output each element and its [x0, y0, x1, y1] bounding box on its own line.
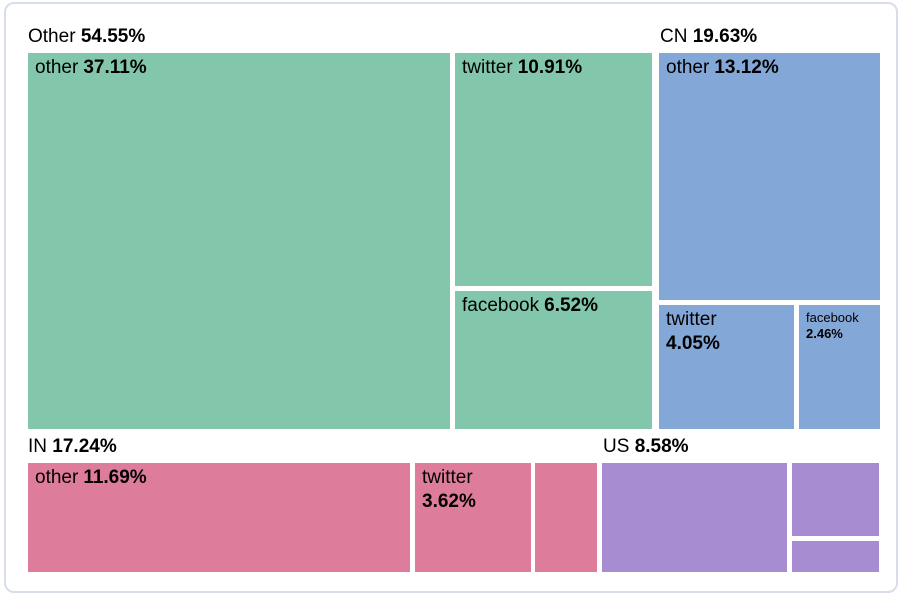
group-percent: 17.24% [52, 436, 117, 457]
treemap-cell-us-unlabeled-2[interactable] [792, 541, 879, 572]
cell-label: twitter [666, 309, 717, 330]
cell-percent: 11.69% [83, 467, 147, 488]
treemap-cell-in-twitter[interactable]: twitter 3.62% [415, 463, 531, 572]
group-name: IN [28, 436, 47, 457]
cell-label: other [35, 467, 79, 488]
cell-percent: 37.11% [83, 57, 147, 78]
treemap-cell-in-other[interactable]: other 11.69% [28, 463, 410, 572]
group-name: Other [28, 26, 76, 47]
group-percent: 19.63% [692, 26, 758, 47]
cell-label: twitter [422, 467, 473, 488]
treemap-cell-other-twitter[interactable]: twitter 10.91% [455, 53, 652, 286]
group-percent: 8.58% [634, 436, 689, 457]
cell-percent: 10.91% [517, 57, 583, 78]
cell-label: other [35, 57, 79, 78]
group-name: CN [660, 26, 688, 47]
treemap-group-header-cn[interactable]: CN 19.63% [660, 26, 757, 48]
cell-label: twitter [462, 57, 513, 78]
cell-percent: 4.05% [666, 333, 720, 354]
treemap-cell-other-facebook[interactable]: facebook 6.52% [455, 291, 652, 429]
treemap-cell-cn-facebook[interactable]: facebook 2.46% [799, 305, 880, 429]
cell-label: facebook [806, 310, 859, 325]
treemap-cell-cn-other[interactable]: other 13.12% [659, 53, 880, 300]
treemap-group-header-us[interactable]: US 8.58% [603, 436, 689, 458]
cell-label: other [666, 57, 710, 78]
treemap-cell-in-unlabeled[interactable] [535, 463, 597, 572]
treemap-cell-us-other[interactable] [602, 463, 787, 572]
treemap-cell-cn-twitter[interactable]: twitter 4.05% [659, 305, 794, 429]
treemap-group-header-in[interactable]: IN 17.24% [28, 436, 117, 458]
cell-percent: 3.62% [422, 491, 476, 512]
treemap-cell-other-other[interactable]: other 37.11% [28, 53, 450, 429]
cell-percent: 13.12% [714, 57, 779, 78]
cell-percent: 2.46% [806, 326, 843, 341]
cell-percent: 6.52% [544, 295, 598, 316]
treemap-group-header-other[interactable]: Other 54.55% [28, 26, 145, 48]
cell-label: facebook [462, 295, 540, 316]
group-name: US [603, 436, 630, 457]
treemap-cell-us-unlabeled-1[interactable] [792, 463, 879, 536]
group-percent: 54.55% [80, 26, 146, 47]
